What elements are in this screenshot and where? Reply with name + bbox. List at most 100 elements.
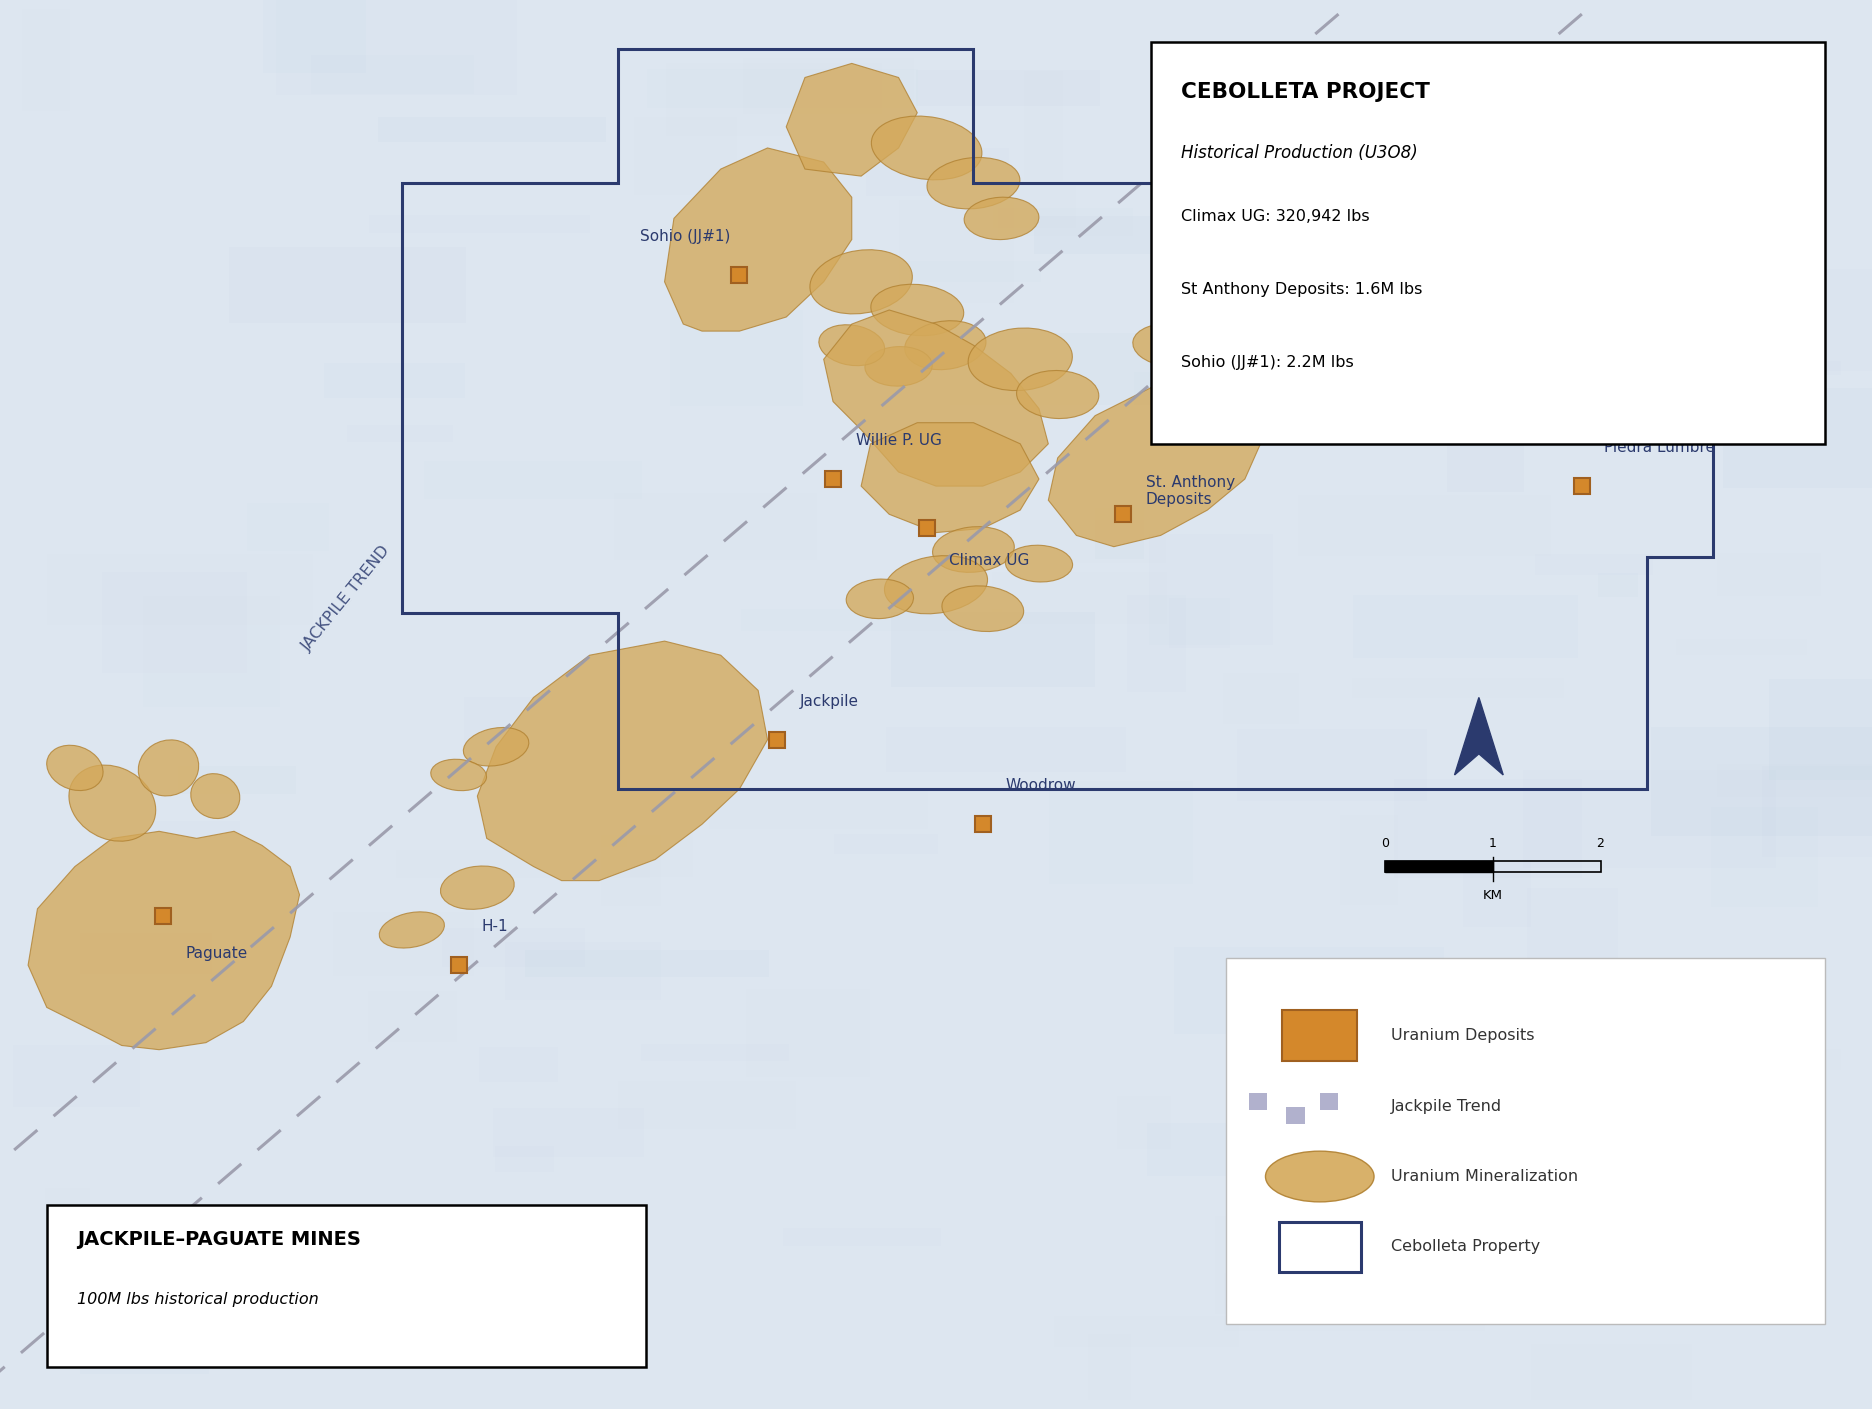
Bar [47, 1205, 646, 1367]
Bar [479, 1047, 558, 1082]
Ellipse shape [1498, 1140, 1554, 1171]
Bar [614, 493, 816, 559]
Bar [1033, 216, 1286, 254]
Ellipse shape [440, 867, 515, 909]
Bar [1627, 73, 1679, 125]
Text: Historical Production (U3O8): Historical Production (U3O8) [1181, 144, 1417, 162]
Bar [103, 572, 247, 674]
Bar [885, 727, 1125, 772]
Bar [1460, 386, 1627, 447]
Bar [1526, 889, 1617, 972]
Polygon shape [1048, 380, 1264, 547]
Text: Uranium Mineralization: Uranium Mineralization [1391, 1169, 1578, 1184]
Bar [1088, 1334, 1131, 1399]
Bar [228, 248, 466, 323]
Bar [1655, 1234, 1743, 1315]
Polygon shape [824, 310, 1048, 486]
Polygon shape [477, 641, 768, 881]
Bar [1614, 986, 1752, 1075]
Bar [1591, 1191, 1707, 1237]
Bar [1717, 764, 1872, 797]
Text: 0: 0 [1382, 837, 1389, 850]
Bar [782, 1229, 942, 1246]
Bar [13, 1045, 140, 1107]
Bar [1762, 766, 1872, 857]
Bar [346, 426, 453, 442]
Bar [1717, 554, 1821, 596]
Bar [915, 70, 1101, 107]
Bar [1447, 389, 1524, 493]
Bar [1599, 573, 1638, 597]
Ellipse shape [811, 249, 912, 314]
Bar [992, 186, 1076, 227]
Bar [891, 612, 1095, 688]
Polygon shape [786, 63, 917, 176]
Bar [526, 950, 769, 978]
Bar [1634, 1048, 1842, 1071]
Bar [1353, 595, 1578, 658]
Ellipse shape [431, 759, 487, 790]
Bar [80, 933, 212, 974]
Bar [1048, 781, 1192, 883]
Bar [1286, 1107, 1305, 1124]
Text: Piedra Lumbre: Piedra Lumbre [1604, 440, 1715, 455]
Bar [324, 364, 464, 397]
Text: St Anthony Deposits: 1.6M lbs: St Anthony Deposits: 1.6M lbs [1181, 282, 1423, 297]
Bar [666, 63, 882, 137]
Bar [1265, 245, 1451, 351]
Bar [425, 461, 642, 499]
Bar [1711, 807, 1818, 907]
Polygon shape [28, 831, 300, 1050]
Text: Climax UG: Climax UG [949, 552, 1030, 568]
Bar [1705, 166, 1829, 275]
Bar [367, 991, 457, 1043]
Ellipse shape [942, 586, 1024, 631]
Ellipse shape [818, 324, 885, 366]
Bar [247, 503, 329, 551]
Bar [1202, 358, 1290, 426]
Bar [1103, 440, 1192, 466]
Bar [833, 834, 938, 854]
Text: KM: KM [1483, 889, 1503, 902]
Ellipse shape [865, 347, 932, 386]
Bar [1054, 1316, 1239, 1347]
Bar [951, 334, 1209, 406]
Ellipse shape [380, 912, 444, 948]
Bar [1524, 769, 1777, 868]
Bar [1224, 1274, 1484, 1332]
Bar [629, 790, 693, 878]
Ellipse shape [870, 285, 964, 335]
Bar [1149, 534, 1273, 645]
Bar [865, 148, 1009, 196]
Bar [709, 790, 929, 828]
Bar [333, 912, 474, 976]
Bar [1116, 1096, 1172, 1148]
Bar [311, 55, 474, 94]
Bar [1127, 596, 1187, 692]
Bar [1267, 1003, 1383, 1092]
Bar [1207, 330, 1367, 352]
Ellipse shape [1265, 1151, 1374, 1202]
Bar [1340, 814, 1398, 906]
Bar [1282, 1010, 1357, 1061]
Bar [1318, 294, 1556, 382]
Text: 2: 2 [1597, 837, 1604, 850]
Bar [998, 209, 1133, 235]
Bar [1732, 1023, 1792, 1098]
Bar [1020, 520, 1166, 564]
Bar [442, 929, 586, 967]
Bar [685, 240, 799, 269]
Bar [22, 8, 69, 111]
Ellipse shape [1133, 324, 1207, 366]
Text: Cebolleta Property: Cebolleta Property [1391, 1240, 1541, 1254]
Bar [1385, 861, 1601, 872]
Text: Woodrow: Woodrow [1005, 778, 1076, 793]
Polygon shape [861, 423, 1039, 533]
Text: Jackpile: Jackpile [799, 693, 859, 709]
Bar [47, 554, 313, 626]
Ellipse shape [47, 745, 103, 790]
Bar [464, 696, 670, 745]
Bar [1428, 1092, 1685, 1160]
Text: Sohio (JJ#1): 2.2M lbs: Sohio (JJ#1): 2.2M lbs [1181, 355, 1353, 371]
Bar [1769, 679, 1872, 781]
